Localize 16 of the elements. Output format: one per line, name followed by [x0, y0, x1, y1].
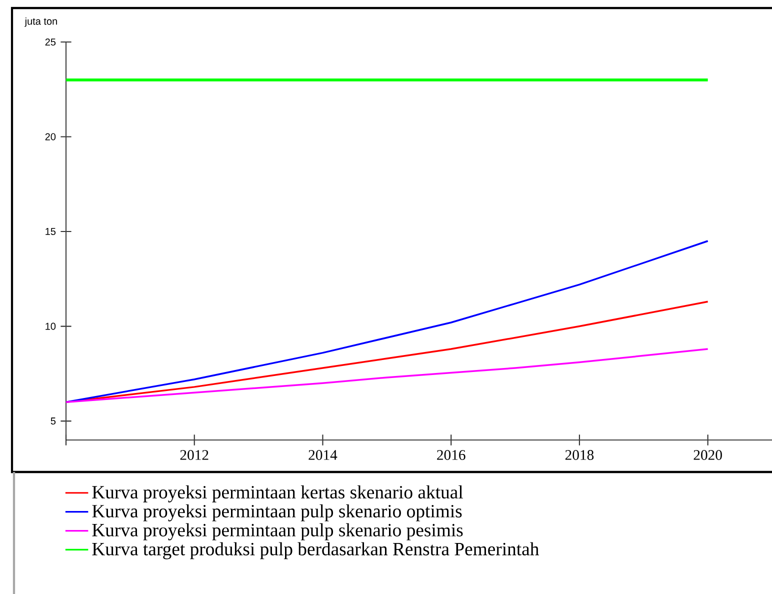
y-tick-label: 25 — [45, 38, 56, 46]
y-tick-label: 5 — [50, 418, 56, 425]
y-tick-label: 15 — [46, 228, 56, 236]
legend-label: Kurva proyeksi permintaan pulp skenario pesimis — [92, 523, 463, 540]
x-tick-label: 2014 — [308, 450, 338, 460]
y-axis-title: juta ton — [24, 17, 57, 27]
line-series — [65, 348, 709, 403]
y-tick-label: 10 — [46, 322, 56, 330]
x-tick-label: 2018 — [565, 450, 594, 460]
x-tick-label: 2016 — [437, 450, 466, 460]
x-tick-label: 2020 — [694, 450, 722, 460]
x-tick-label: 2012 — [180, 450, 208, 460]
y-tick-label: 20 — [45, 133, 56, 140]
legend-label: Kurva proyeksi permintaan pulp skenario optimis — [92, 504, 462, 522]
legend-label: Kurva target produksi pulp berdasarkan Renstra Pemerintah — [92, 542, 539, 560]
legend-label: Kurva proyeksi permintaan kertas skenario aktual — [92, 485, 463, 502]
